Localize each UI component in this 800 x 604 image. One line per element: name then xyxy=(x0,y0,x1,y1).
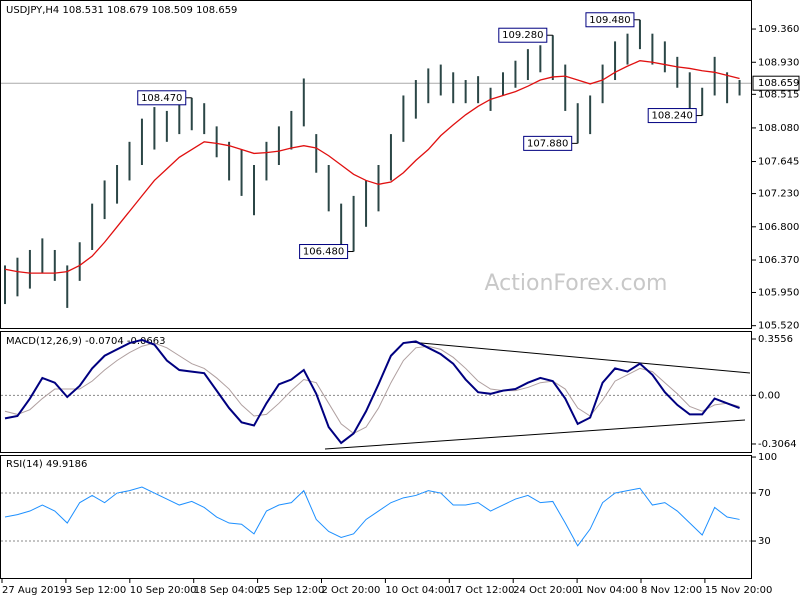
macd-title: MACD(12,26,9) -0.0704 -0.0663 xyxy=(6,336,166,347)
x-tick-label: 24 Oct 20:00 xyxy=(513,585,578,596)
y-tick-label: 108.515 xyxy=(758,89,799,100)
annotation-box xyxy=(523,135,573,151)
y-tick-label: 100 xyxy=(758,452,777,463)
y-tick-label: 105.520 xyxy=(758,321,799,332)
x-tick-label: 17 Oct 12:00 xyxy=(449,585,514,596)
x-tick-label: 8 Nov 12:00 xyxy=(641,585,702,596)
annotation-label: 109.480 xyxy=(589,15,630,26)
rsi-panel xyxy=(0,455,752,579)
y-tick-label: 106.370 xyxy=(758,255,799,266)
annotation-box xyxy=(585,12,635,28)
signal-line xyxy=(4,342,740,435)
price-panel xyxy=(0,0,752,329)
y-tick-label: 105.950 xyxy=(758,287,799,298)
macd-line xyxy=(4,338,740,445)
current-price-label: 108.659 xyxy=(758,78,799,89)
y-tick-label: 107.230 xyxy=(758,189,799,200)
rsi-title: RSI(14) 49.9186 xyxy=(6,459,87,470)
y-tick-label: 108.930 xyxy=(758,57,799,68)
x-tick-label: 2 Oct 20:00 xyxy=(322,585,381,596)
rsi-line xyxy=(4,486,740,547)
macd-trendline xyxy=(324,419,746,450)
current-price-box xyxy=(752,75,800,91)
price-title: USDJPY,H4 108.531 108.679 108.509 108.65… xyxy=(6,5,237,16)
macd-trendline xyxy=(409,341,751,374)
annotation-box xyxy=(299,244,349,260)
annotation-box xyxy=(137,90,187,106)
annotation-label: 109.280 xyxy=(502,30,543,41)
y-tick-label: 107.645 xyxy=(758,157,799,168)
x-tick-label: 10 Oct 04:00 xyxy=(385,585,450,596)
y-tick-label: 109.360 xyxy=(758,24,799,35)
x-tick-label: 18 Sep 04:00 xyxy=(194,585,261,596)
y-tick-label: 0.3556 xyxy=(758,334,793,345)
x-tick-label: 15 Nov 20:00 xyxy=(705,585,772,596)
annotation-label: 106.480 xyxy=(303,247,344,258)
annotation-label: 108.240 xyxy=(652,111,693,122)
y-tick-label: 0.00 xyxy=(758,390,780,401)
annotation-box xyxy=(647,108,697,124)
y-tick-label: 70 xyxy=(758,488,771,499)
x-tick-label: 3 Sep 12:00 xyxy=(66,585,126,596)
macd-panel xyxy=(0,331,752,453)
y-tick-label: -0.3064 xyxy=(758,439,797,450)
x-tick-label: 27 Aug 2019 xyxy=(2,585,66,596)
x-tick-label: 25 Sep 12:00 xyxy=(258,585,325,596)
annotation-label: 107.880 xyxy=(527,138,568,149)
annotation-box xyxy=(498,27,548,43)
y-tick-label: 106.800 xyxy=(758,222,799,233)
watermark: ActionForex.com xyxy=(485,271,668,296)
y-tick-label: 108.080 xyxy=(758,123,799,134)
x-tick-label: 10 Sep 20:00 xyxy=(130,585,197,596)
annotation-label: 108.470 xyxy=(141,93,182,104)
moving-average xyxy=(4,60,740,274)
y-tick-label: 30 xyxy=(758,536,771,547)
x-tick-label: 1 Nov 04:00 xyxy=(577,585,638,596)
